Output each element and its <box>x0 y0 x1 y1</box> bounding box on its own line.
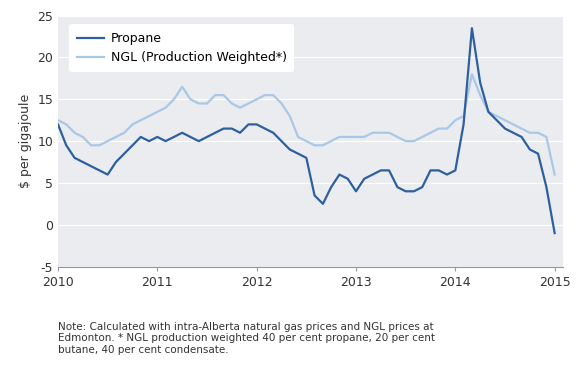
NGL (Production Weighted*) <box>154 109 161 114</box>
NGL (Production Weighted*) <box>551 172 558 177</box>
Propane <box>55 122 61 127</box>
Legend: Propane, NGL (Production Weighted*): Propane, NGL (Production Weighted*) <box>69 24 294 72</box>
NGL (Production Weighted*) <box>229 101 235 106</box>
NGL (Production Weighted*) <box>55 118 61 123</box>
Propane <box>154 134 161 139</box>
NGL (Production Weighted*) <box>320 143 327 148</box>
Propane <box>353 189 360 194</box>
Text: Note: Calculated with intra-Alberta natural gas prices and NGL prices at
Edmonto: Note: Calculated with intra-Alberta natu… <box>58 322 435 355</box>
Propane <box>171 134 177 139</box>
Line: NGL (Production Weighted*): NGL (Production Weighted*) <box>58 74 554 174</box>
Line: Propane: Propane <box>58 28 554 233</box>
NGL (Production Weighted*) <box>493 114 500 118</box>
NGL (Production Weighted*) <box>171 97 177 102</box>
NGL (Production Weighted*) <box>469 72 476 76</box>
Propane <box>493 118 500 123</box>
Y-axis label: $ per gigajoule: $ per gigajoule <box>19 94 32 188</box>
NGL (Production Weighted*) <box>353 134 360 139</box>
Propane <box>320 201 327 206</box>
Propane <box>551 231 558 236</box>
Propane <box>469 26 476 31</box>
Propane <box>229 126 235 131</box>
